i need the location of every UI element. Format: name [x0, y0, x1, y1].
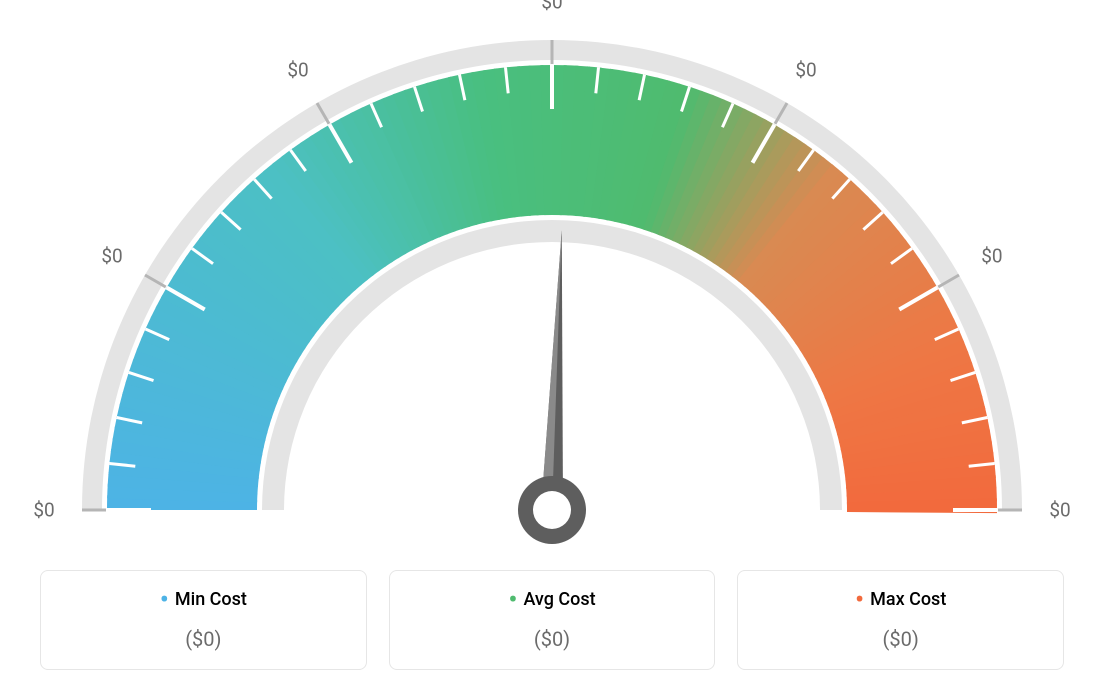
- legend-value-max: ($0): [748, 627, 1053, 651]
- gauge-area: $0 $0 $0 $0 $0 $0 $0: [0, 0, 1104, 560]
- legend-value-avg: ($0): [400, 627, 705, 651]
- legend-title-min: • Min Cost: [51, 585, 356, 615]
- gauge-tick-label: $0: [33, 499, 54, 522]
- legend-dot-min: •: [160, 585, 169, 615]
- cost-gauge-chart: $0 $0 $0 $0 $0 $0 $0 • Min Cost ($0) • Avg Cost …: [0, 0, 1104, 690]
- legend-dot-max: •: [855, 585, 864, 615]
- legend-card-max: • Max Cost ($0): [737, 570, 1064, 670]
- gauge-tick-label: $0: [981, 245, 1002, 268]
- gauge-svg: [0, 0, 1104, 560]
- legend-value-min: ($0): [51, 627, 356, 651]
- legend-dot-avg: •: [508, 585, 517, 615]
- gauge-tick-label: $0: [1049, 499, 1070, 522]
- legend-label-min: Min Cost: [175, 589, 247, 610]
- legend-card-min: • Min Cost ($0): [40, 570, 367, 670]
- legend-label-max: Max Cost: [870, 589, 946, 610]
- legend-card-avg: • Avg Cost ($0): [389, 570, 716, 670]
- gauge-tick-label: $0: [101, 245, 122, 268]
- legend-label-avg: Avg Cost: [523, 589, 595, 610]
- gauge-tick-label: $0: [541, 0, 562, 14]
- legend-title-avg: • Avg Cost: [400, 585, 705, 615]
- legend-title-max: • Max Cost: [748, 585, 1053, 615]
- gauge-tick-label: $0: [795, 59, 816, 82]
- legend-row: • Min Cost ($0) • Avg Cost ($0) • Max Cost …: [40, 570, 1064, 670]
- gauge-tick-label: $0: [287, 59, 308, 82]
